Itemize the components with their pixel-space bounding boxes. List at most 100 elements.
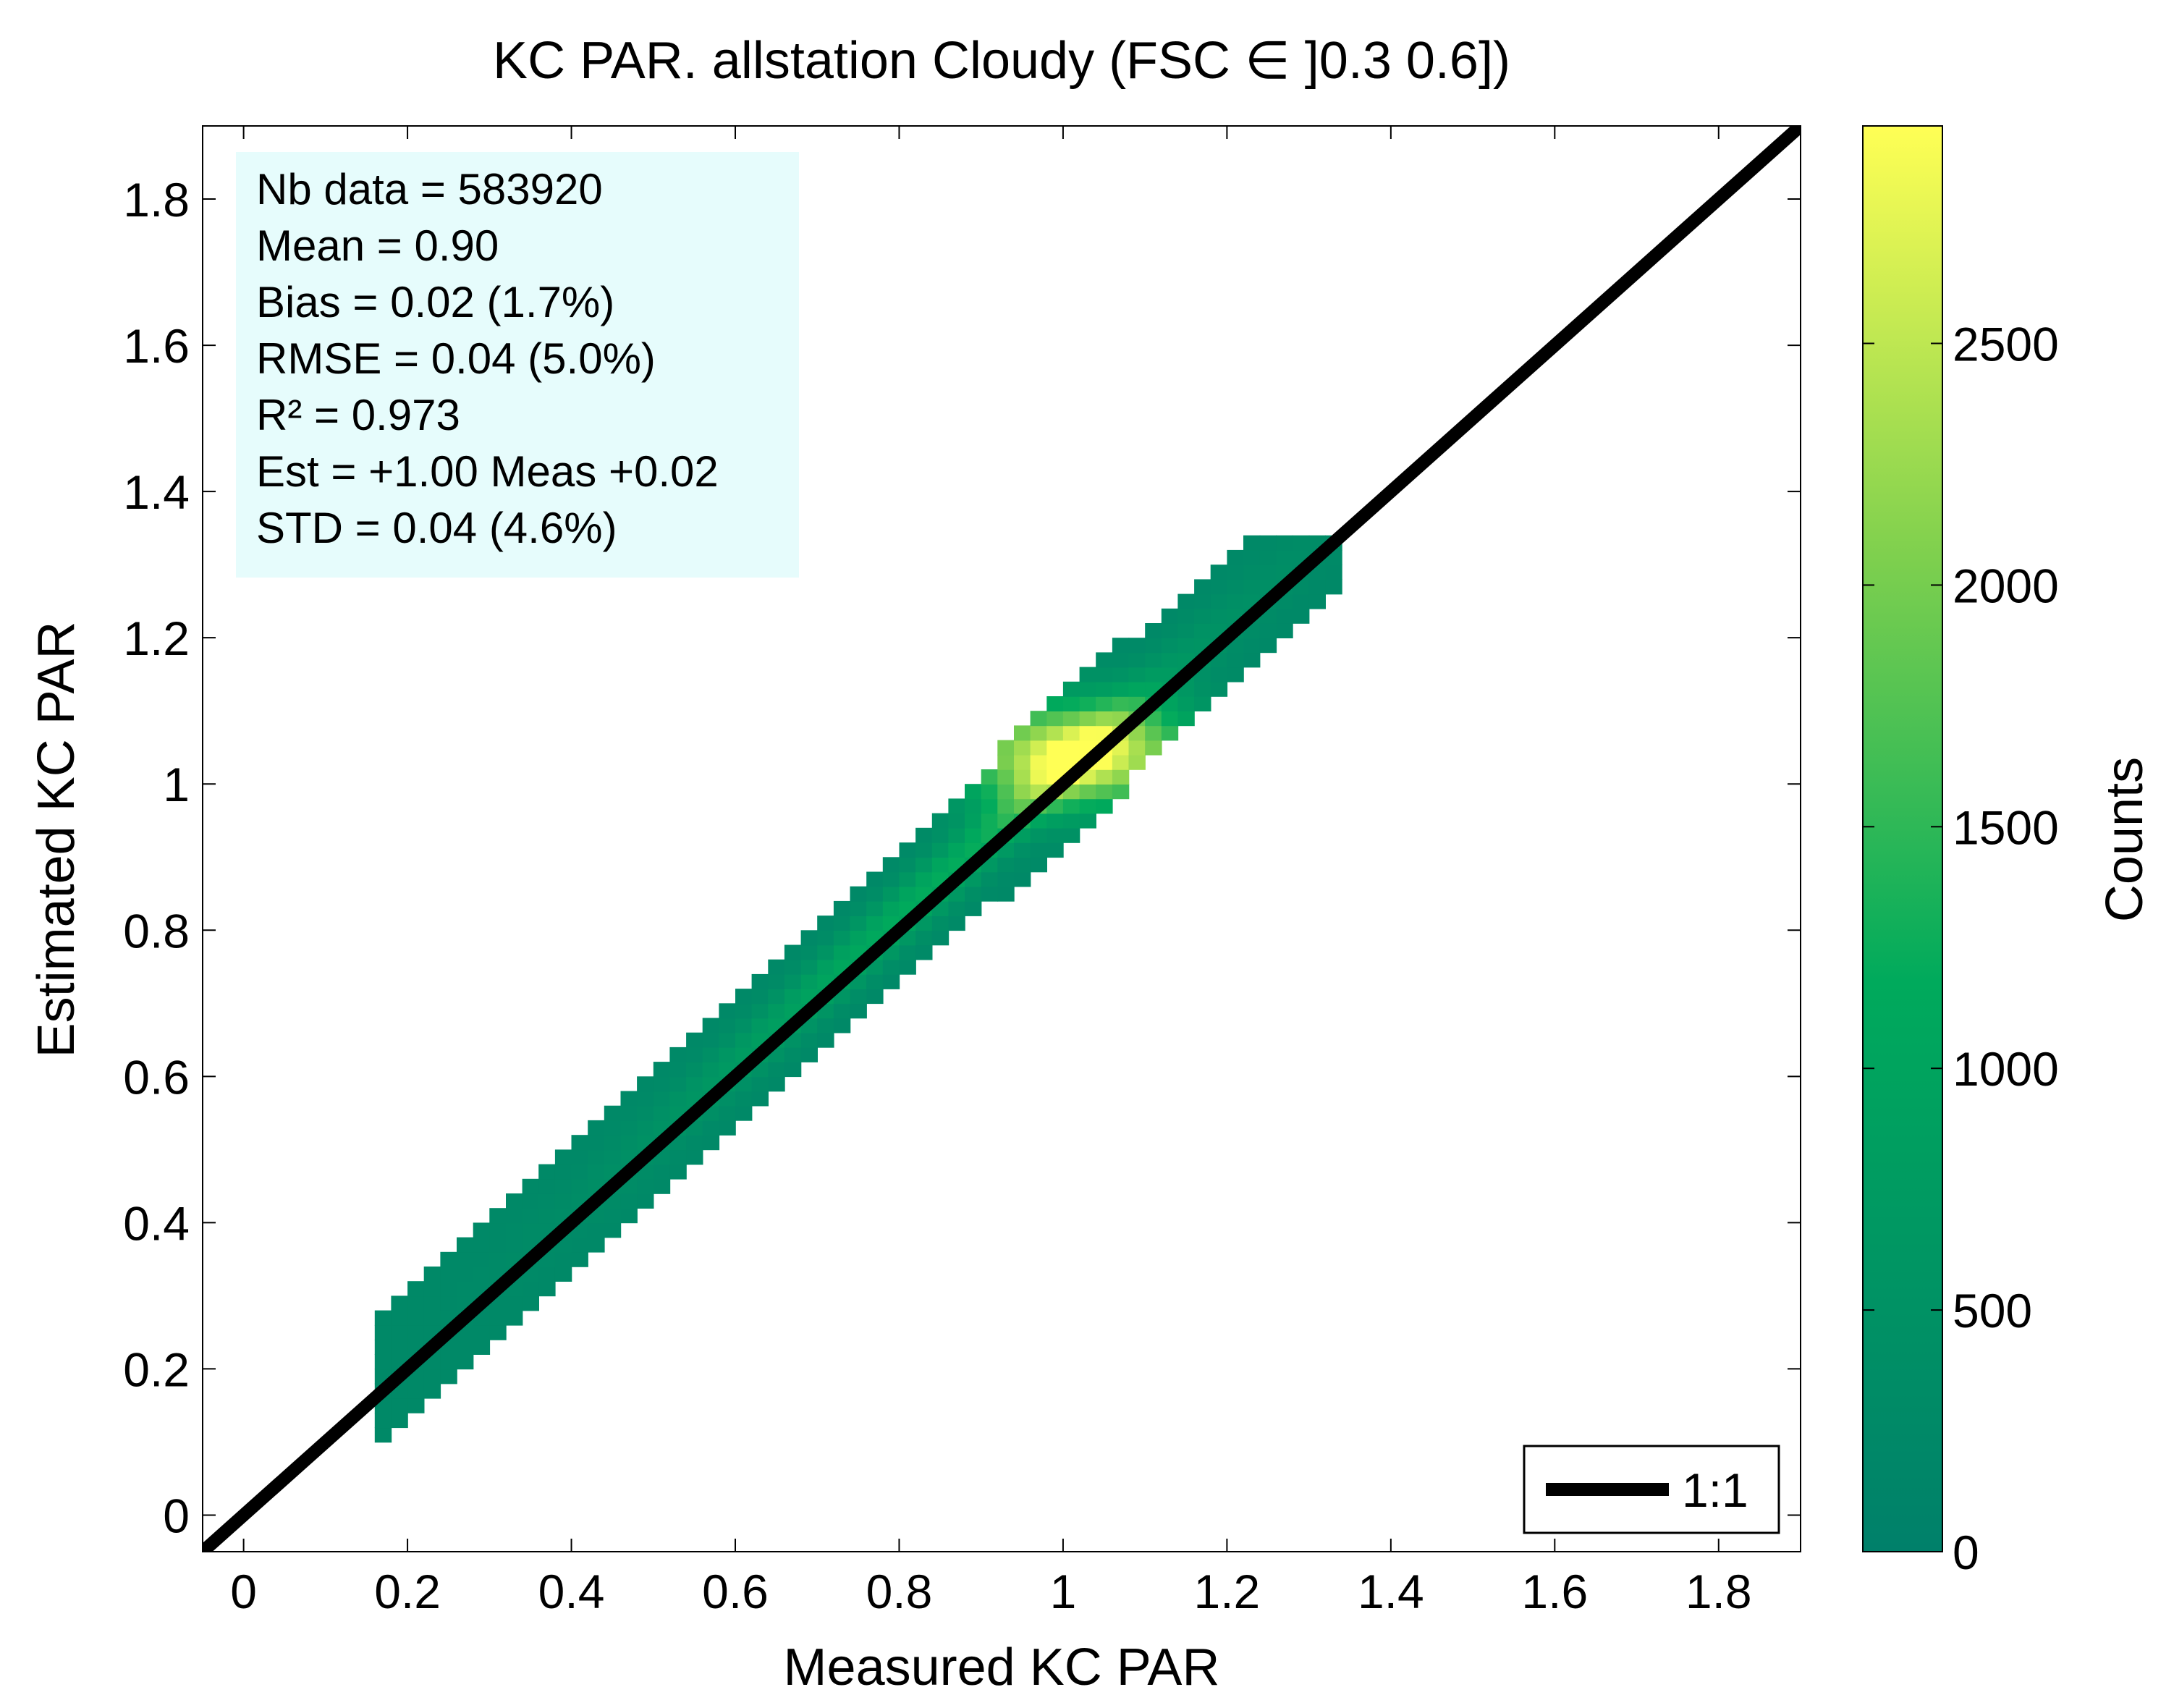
- heatmap-cell: [817, 944, 834, 960]
- heatmap-cell: [1177, 608, 1195, 624]
- heatmap-cell: [637, 1076, 654, 1092]
- heatmap-cell: [538, 1193, 556, 1209]
- heatmap-cell: [407, 1281, 425, 1297]
- colorbar-ticks: 0 500 1000 1500 2000 2500: [1863, 318, 2059, 1579]
- y-tick-label: 1.8: [123, 173, 190, 227]
- heatmap-cell: [440, 1251, 457, 1267]
- heatmap-cell: [751, 973, 769, 989]
- heatmap-cell: [457, 1354, 474, 1370]
- heatmap-cell: [833, 900, 851, 916]
- heatmap-cell: [620, 1091, 638, 1107]
- heatmap-cell: [1293, 608, 1310, 624]
- heatmap-cell: [1030, 740, 1047, 756]
- heatmap-cell: [489, 1222, 507, 1238]
- heatmap-cell: [997, 798, 1015, 814]
- heatmap-cell: [407, 1310, 425, 1326]
- heatmap-cell: [817, 930, 834, 946]
- heatmap-cell: [620, 1105, 638, 1121]
- heatmap-cell: [489, 1251, 507, 1267]
- x-tick-label: 1.6: [1521, 1565, 1588, 1618]
- heatmap-cell: [1079, 725, 1096, 741]
- heatmap-cell: [981, 813, 999, 829]
- stats-lines: Nb data = 583920 Mean = 0.90 Bias = 0.02 (…: [256, 165, 719, 552]
- heatmap-cell: [554, 1267, 572, 1282]
- y-tick-label: 1: [163, 758, 190, 811]
- heatmap-cell: [669, 1149, 687, 1165]
- heatmap-cell: [1046, 813, 1064, 829]
- heatmap-cell: [440, 1281, 457, 1297]
- heatmap-cell: [457, 1281, 474, 1297]
- heatmap-cell: [1062, 798, 1080, 814]
- heatmap-cell: [604, 1105, 622, 1121]
- heatmap-cell: [817, 959, 834, 975]
- heatmap-cell: [473, 1251, 491, 1267]
- heatmap-cell: [653, 1178, 671, 1194]
- heatmap-cell: [1014, 842, 1031, 858]
- heatmap-cell: [604, 1149, 622, 1165]
- heatmap-cell: [899, 944, 916, 960]
- x-tick-label: 1.2: [1194, 1565, 1261, 1618]
- heatmap-cell: [948, 813, 965, 829]
- heatmap-cell: [997, 857, 1015, 873]
- heatmap-cell: [850, 989, 867, 1005]
- heatmap-cell: [604, 1135, 622, 1151]
- heatmap-cell: [1112, 754, 1130, 770]
- heatmap-cell: [882, 857, 900, 873]
- heatmap-cell: [1243, 549, 1261, 565]
- heatmap-cell: [1161, 652, 1179, 668]
- heatmap-cell: [423, 1267, 441, 1282]
- heatmap-cell: [588, 1237, 605, 1253]
- heatmap-cell: [571, 1237, 588, 1253]
- heatmap-cell: [653, 1062, 671, 1078]
- heatmap-cell: [571, 1164, 588, 1180]
- heatmap-cell: [653, 1164, 671, 1180]
- heatmap-cell: [506, 1193, 523, 1209]
- heatmap-cell: [1227, 593, 1244, 609]
- heatmap-cell: [997, 769, 1015, 785]
- heatmap-cell: [1325, 565, 1342, 580]
- heatmap-cell: [686, 1135, 703, 1151]
- heatmap-cell: [702, 1120, 720, 1136]
- heatmap-cell: [1194, 593, 1211, 609]
- heatmap-cell: [784, 973, 802, 989]
- heatmap-cell: [440, 1295, 457, 1311]
- heatmap-cell: [719, 1047, 736, 1062]
- chart-title: KC PAR. allstation Cloudy (FSC ∈ ]0.3 0.…: [493, 32, 1510, 90]
- heatmap-cell: [1062, 813, 1080, 829]
- heatmap-cell: [784, 1047, 802, 1062]
- heatmap-cell: [850, 930, 867, 946]
- heatmap-cell: [1062, 827, 1080, 843]
- plot-frame: [202, 125, 1801, 1552]
- heatmap-cell: [1030, 857, 1047, 873]
- heatmap-cell: [1145, 667, 1162, 682]
- heatmap-cell: [588, 1120, 605, 1136]
- heatmap-cell: [1177, 593, 1195, 609]
- heatmap-cell: [899, 959, 916, 975]
- heatmap-cell: [1161, 725, 1179, 741]
- heatmap-cell: [735, 1032, 753, 1048]
- heatmap-cell: [637, 1105, 654, 1121]
- heatmap-cell: [1210, 593, 1228, 609]
- heatmap-cell: [833, 1003, 851, 1019]
- heatmap-cell: [915, 857, 933, 873]
- heatmap-cell: [981, 784, 999, 800]
- heatmap-cell: [1227, 579, 1244, 595]
- heatmap-cell: [1014, 769, 1031, 785]
- heatmap-cell: [948, 916, 965, 931]
- heatmap-cell: [866, 900, 884, 916]
- heatmap-cell: [506, 1310, 523, 1326]
- heatmap-cell: [1046, 725, 1064, 741]
- heatmap-cell: [719, 1003, 736, 1019]
- heatmap-cell: [506, 1208, 523, 1224]
- heatmap-cell: [686, 1062, 703, 1078]
- heatmap-cell: [1293, 593, 1310, 609]
- heatmap-cell: [423, 1281, 441, 1297]
- heatmap-cell: [915, 930, 933, 946]
- heatmap-cell: [702, 1047, 720, 1062]
- x-tick-label: 1.4: [1358, 1565, 1424, 1618]
- heatmap-cell: [1014, 871, 1031, 887]
- one-to-one-line: [203, 126, 1801, 1552]
- heatmap-cell: [637, 1120, 654, 1136]
- heatmap-cell: [473, 1324, 491, 1340]
- heatmap-cell: [588, 1222, 605, 1238]
